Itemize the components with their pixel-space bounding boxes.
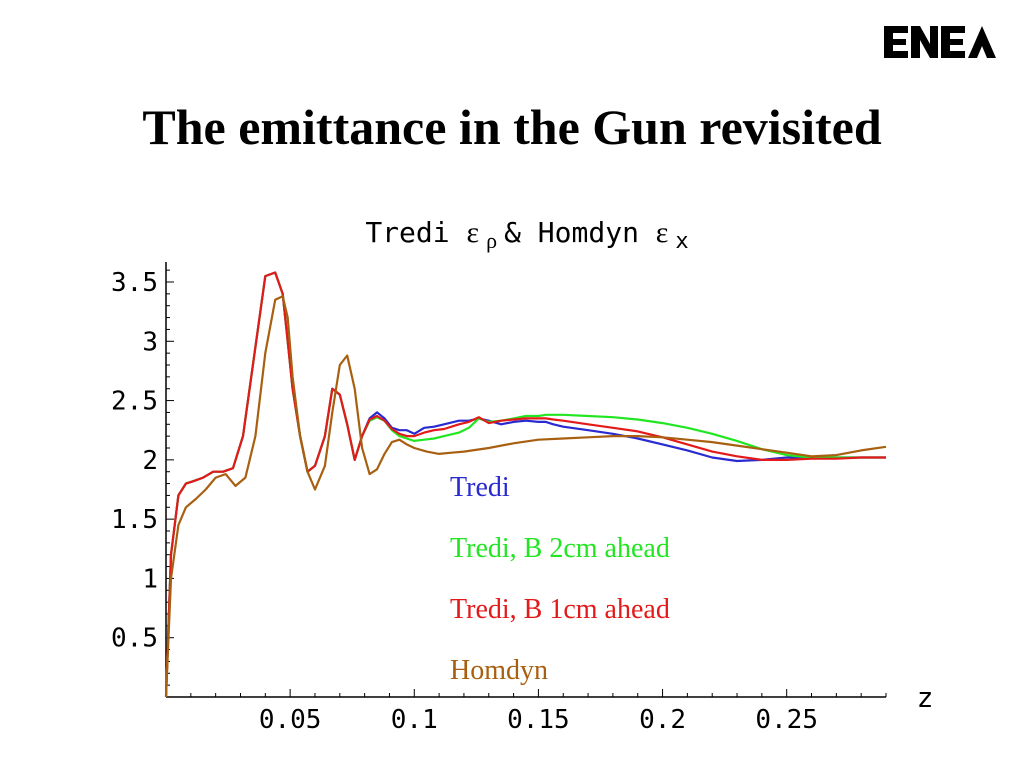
chart-title-sub-x: x	[675, 229, 688, 254]
y-tick-label: 2	[142, 446, 158, 476]
enea-logo	[884, 26, 996, 58]
x-axis-label: z	[917, 681, 934, 714]
y-tick-label: 0.5	[111, 624, 158, 654]
x-tick-label: 0.25	[755, 705, 818, 735]
y-tick-label: 2.5	[111, 387, 158, 417]
y-tick-label: 1	[142, 564, 158, 594]
slide-title: The emittance in the Gun revisited	[142, 99, 882, 155]
y-tick-label: 3.5	[111, 268, 158, 298]
chart-title-epsilon-1: ε	[466, 216, 479, 249]
legend-entry-3: Tredi, B 1cm ahead	[450, 594, 670, 625]
x-tick-label: 0.15	[507, 705, 570, 735]
series-line-2	[164, 271, 886, 698]
y-tick-label: 3	[142, 327, 158, 357]
series-line-3	[164, 271, 886, 698]
chart-title-middle: & Homdyn	[504, 216, 656, 249]
series-layer	[164, 271, 887, 698]
chart-title-prefix: Tredi	[365, 216, 466, 249]
axes: 0.5 1 1.5 2 2.5 3 3.5 0.05 0.1 0.15 0.2 0.25	[111, 262, 887, 735]
series-line-1	[164, 271, 886, 698]
chart-title: Tredi ε ρ & Homdyn ε x	[365, 216, 688, 255]
legend-entry-4: Homdyn	[450, 655, 548, 686]
legend-entry-1: Tredi	[450, 472, 510, 503]
y-tick-label: 1.5	[111, 505, 158, 535]
chart-title-sub-rho: ρ	[486, 228, 497, 253]
x-tick-label: 0.1	[391, 705, 438, 735]
legend-entry-2: Tredi, B 2cm ahead	[450, 533, 670, 564]
chart-title-epsilon-2: ε	[656, 216, 669, 249]
series-line-4	[164, 295, 887, 698]
x-tick-label: 0.05	[259, 705, 322, 735]
legend: Tredi Tredi, B 2cm ahead Tredi, B 1cm ahea…	[450, 472, 670, 686]
x-tick-label: 0.2	[639, 705, 686, 735]
